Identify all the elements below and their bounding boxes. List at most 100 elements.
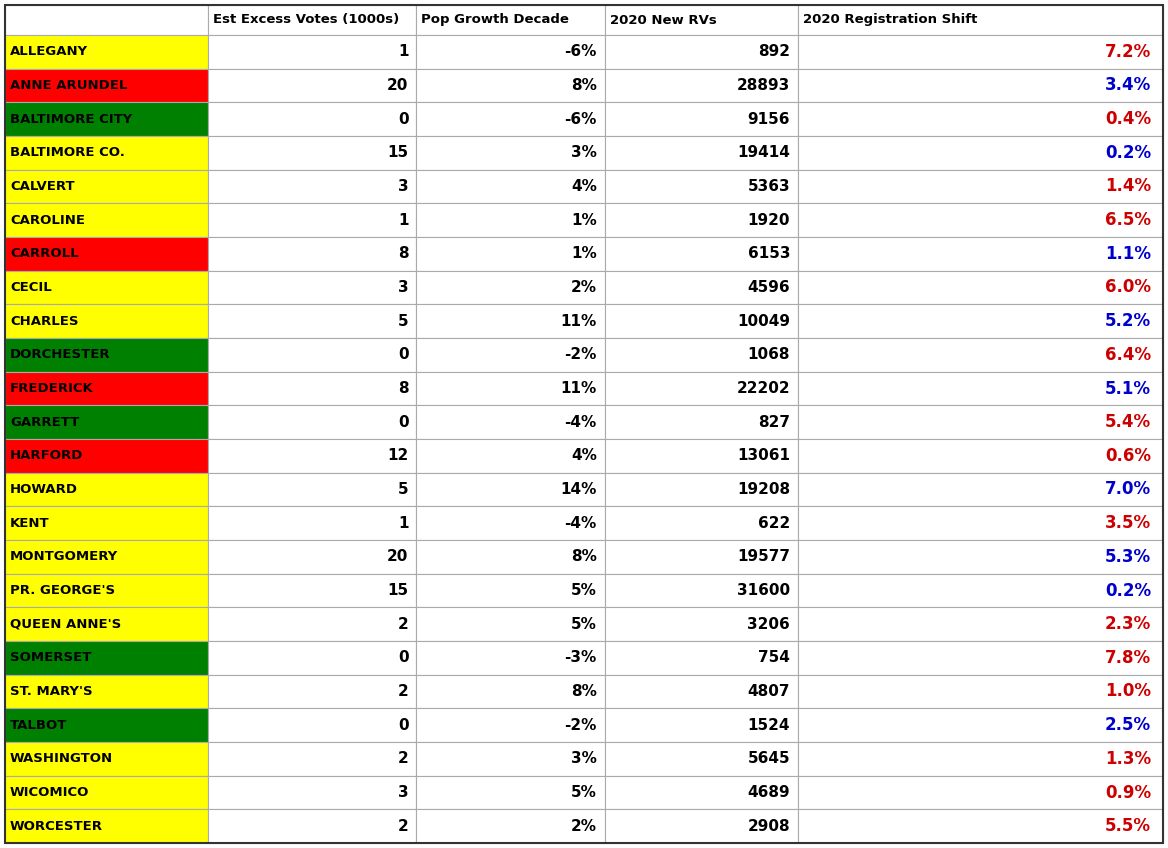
Text: 0.2%: 0.2% [1105,582,1150,600]
Text: 5%: 5% [571,583,597,598]
Text: 1.3%: 1.3% [1105,750,1150,767]
Bar [798,776,1163,809]
Text: 3%: 3% [571,751,597,767]
Text: 5%: 5% [571,785,597,800]
Bar [798,371,1163,405]
Text: KENT: KENT [11,516,49,530]
Text: ALLEGANY: ALLEGANY [11,45,88,59]
Bar [605,675,798,708]
Bar [417,5,605,35]
Text: 6.0%: 6.0% [1105,278,1150,297]
Text: 2020 Registration Shift: 2020 Registration Shift [804,14,978,26]
Text: 28893: 28893 [737,78,790,93]
Bar [5,405,208,439]
Text: 2%: 2% [571,818,597,834]
Text: 20: 20 [387,550,409,564]
Bar [605,641,798,675]
Bar [605,472,798,506]
Text: 15: 15 [388,145,409,160]
Bar [605,776,798,809]
Bar [798,204,1163,237]
Text: 1920: 1920 [748,213,790,227]
Text: SOMERSET: SOMERSET [11,651,91,664]
Text: 0: 0 [398,348,409,362]
Text: 6.5%: 6.5% [1105,211,1150,229]
Text: Pop Growth Decade: Pop Growth Decade [422,14,569,26]
Text: 8%: 8% [571,78,597,93]
Bar [5,103,208,136]
Bar [417,573,605,607]
Bar [605,170,798,204]
Text: 5: 5 [398,482,409,497]
Bar [5,607,208,641]
Text: 1%: 1% [571,213,597,227]
Bar [208,472,417,506]
Bar [208,675,417,708]
Bar [605,371,798,405]
Bar [5,271,208,304]
Bar [605,506,798,540]
Text: 5: 5 [398,314,409,329]
Bar [417,472,605,506]
Text: DORCHESTER: DORCHESTER [11,349,111,361]
Bar [5,809,208,843]
Text: 15: 15 [388,583,409,598]
Bar [208,439,417,472]
Bar [798,136,1163,170]
Bar [417,675,605,708]
Text: -6%: -6% [564,44,597,59]
Bar [208,5,417,35]
Text: -4%: -4% [564,415,597,430]
Bar [208,271,417,304]
Bar [5,35,208,69]
Text: 4807: 4807 [748,684,790,699]
Bar [417,338,605,371]
Bar [208,641,417,675]
Bar [208,103,417,136]
Bar [5,304,208,338]
Text: 0: 0 [398,112,409,126]
Text: 2: 2 [397,818,409,834]
Text: 4%: 4% [571,179,597,194]
Bar [798,69,1163,103]
Bar [417,506,605,540]
Text: 3: 3 [398,785,409,800]
Text: WORCESTER: WORCESTER [11,820,103,833]
Bar [798,506,1163,540]
Text: 3: 3 [398,179,409,194]
Bar [417,809,605,843]
Text: 3%: 3% [571,145,597,160]
Text: CARROLL: CARROLL [11,248,78,260]
Bar [605,338,798,371]
Bar [417,204,605,237]
Bar [5,204,208,237]
Bar [5,708,208,742]
Text: Est Excess Votes (1000s): Est Excess Votes (1000s) [214,14,399,26]
Text: HARFORD: HARFORD [11,449,83,462]
Bar [5,472,208,506]
Bar [417,271,605,304]
Bar [208,304,417,338]
Text: MONTGOMERY: MONTGOMERY [11,550,118,563]
Bar [208,136,417,170]
Text: ANNE ARUNDEL: ANNE ARUNDEL [11,79,127,92]
Text: 7.0%: 7.0% [1105,481,1150,499]
Bar [5,506,208,540]
Bar [605,809,798,843]
Text: 8: 8 [398,246,409,261]
Bar [5,170,208,204]
Text: CHARLES: CHARLES [11,315,78,327]
Bar [208,708,417,742]
Bar [208,607,417,641]
Bar [417,170,605,204]
Bar [417,371,605,405]
Text: 3206: 3206 [748,616,790,632]
Text: 7.8%: 7.8% [1105,649,1150,667]
Text: -2%: -2% [564,348,597,362]
Bar [605,439,798,472]
Text: 0.4%: 0.4% [1105,110,1150,128]
Text: 1.1%: 1.1% [1105,245,1150,263]
Bar [5,136,208,170]
Text: 4596: 4596 [748,280,790,295]
Bar [417,69,605,103]
